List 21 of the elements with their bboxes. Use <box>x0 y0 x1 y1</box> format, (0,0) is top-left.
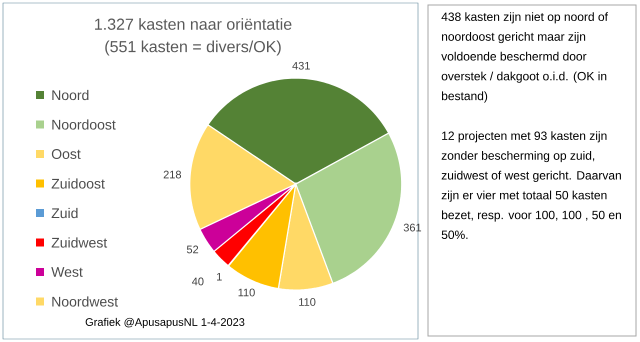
text: 12 projecten met 93 kasten zijn zonder bescherming op zuid, zuidwest of west gericht. Daarvan zijn er vier met totaal 50 kasten bezet, resp. voor 100, 100 , 50 en 50%. <box>442 131 621 240</box>
data-label: 218 <box>164 170 182 178</box>
legend-label: Zuid <box>52 208 78 218</box>
data-label: 40 <box>192 278 204 286</box>
legend-label: Oost <box>52 149 81 159</box>
text: Grafiek @ApusapusNL 1-4-2023 <box>86 318 244 328</box>
legend-label: Noordwest <box>52 296 118 307</box>
data-label: 361 <box>404 224 422 232</box>
data-label: 110 <box>299 298 316 306</box>
legend-label: Zuidwest <box>52 237 108 248</box>
legend-label: Noordoost <box>52 119 116 130</box>
data-label: 1 <box>217 272 222 281</box>
data-label: 431 <box>292 62 310 70</box>
chart-subtitle: (551 kasten = divers/OK) <box>105 40 281 56</box>
chart-title: 1.327 kasten naar oriëntatie <box>95 18 292 30</box>
text: 438 kasten zijn niet op noord of noordoost gericht maar zijn voldoende beschermd door overstek / dakgoot o.i.d. (OK in bestand) <box>441 12 608 103</box>
legend-label: West <box>51 267 83 277</box>
data-label: 52 <box>186 246 198 254</box>
data-label: 110 <box>238 288 255 296</box>
legend-label: Zuidoost <box>52 178 105 189</box>
legend-label: Noord <box>52 90 88 100</box>
